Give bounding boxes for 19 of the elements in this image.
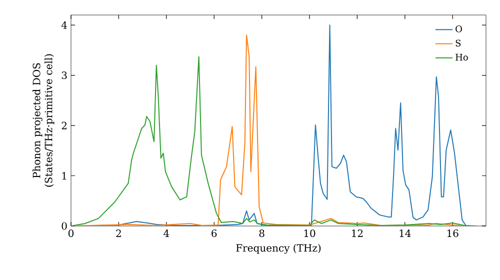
- legend-label: Ho: [456, 54, 468, 61]
- x-tick-label: 14: [400, 230, 411, 237]
- y-tick-label: 4: [61, 21, 67, 29]
- y-axis-title: Phonon projected DOS (States/THz·primitive cell): [32, 54, 54, 187]
- y-tick-label: 1: [62, 172, 66, 180]
- y-tick-label: 2: [62, 122, 66, 130]
- x-tick-label: 6: [212, 230, 217, 238]
- legend-label: S: [456, 40, 461, 47]
- x-tick-label: 12: [352, 230, 363, 237]
- x-tick-label: 4: [164, 230, 170, 237]
- y-tick-label: 3: [62, 71, 67, 80]
- y-tick-label: 0: [62, 222, 67, 230]
- x-axis-title: Frequency (THz): [236, 244, 321, 254]
- legend-label: O: [456, 26, 462, 32]
- x-tick-label: 16: [447, 230, 458, 238]
- x-tick-label: 10: [304, 230, 316, 238]
- x-tick-label: 8: [259, 230, 264, 238]
- x-tick-label: 2: [116, 230, 121, 237]
- x-tick-label: 0: [68, 230, 74, 238]
